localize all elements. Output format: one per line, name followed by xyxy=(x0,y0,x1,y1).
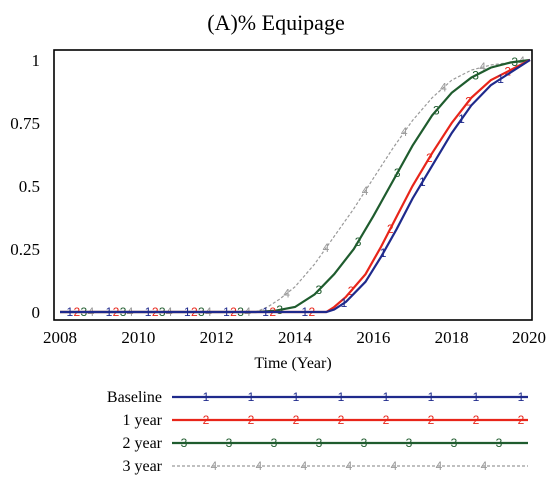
legend-marker: 3 xyxy=(181,436,188,450)
legend-label: 2 year xyxy=(122,435,162,452)
series-marker-3: 3 xyxy=(394,166,401,180)
legend-marker: 1 xyxy=(338,390,345,404)
legend-marker: 3 xyxy=(271,436,278,450)
y-tick-label: 1 xyxy=(32,51,41,70)
legend-label: 3 year xyxy=(122,458,162,475)
series-marker-1: 1 xyxy=(380,246,387,260)
series-marker-1: 1 xyxy=(262,305,269,319)
series-marker-4: 4 xyxy=(440,81,447,95)
series-line-2 xyxy=(60,59,531,314)
y-axis: 0 0.25 0.5 0.75 1 xyxy=(10,51,40,322)
x-tick-label: 2018 xyxy=(435,328,469,347)
legend-label: Baseline xyxy=(107,389,162,406)
legend-marker: 4 xyxy=(256,459,263,473)
series-marker-3: 3 xyxy=(276,303,283,317)
series-marker-1: 1 xyxy=(184,305,191,319)
x-axis-label: Time (Year) xyxy=(254,355,331,372)
x-tick-label: 2012 xyxy=(200,328,234,347)
series-marker-1: 1 xyxy=(341,296,348,310)
series-marker-2: 2 xyxy=(387,222,394,236)
series-marker-1: 1 xyxy=(106,305,113,319)
series-marker-3: 3 xyxy=(433,103,440,117)
series-marker-1: 1 xyxy=(458,112,465,126)
legend-marker: 1 xyxy=(293,390,300,404)
plot-frame xyxy=(53,49,533,321)
legend-marker: 3 xyxy=(226,436,233,450)
legend-marker: 2 xyxy=(383,413,390,427)
y-tick-label: 0.75 xyxy=(10,114,40,133)
series-marker-2: 2 xyxy=(504,64,511,78)
series-line-3 xyxy=(60,58,531,314)
legend-marker: 4 xyxy=(391,459,398,473)
x-tick-label: 2010 xyxy=(121,328,155,347)
series-marker-4: 4 xyxy=(362,184,369,198)
legend-marker: 2 xyxy=(203,413,210,427)
series-marker-1: 1 xyxy=(497,72,504,86)
series-marker-1: 1 xyxy=(66,305,73,319)
y-tick-label: 0.25 xyxy=(10,240,40,259)
series-marker-4: 4 xyxy=(323,241,330,255)
series-marker-4: 4 xyxy=(479,60,486,74)
legend-marker: 4 xyxy=(346,459,353,473)
legend-marker: 4 xyxy=(436,459,443,473)
x-axis: 2008 2010 2012 2014 2016 2018 2020 xyxy=(43,328,546,347)
x-tick-label: 2016 xyxy=(356,328,390,347)
legend-marker: 3 xyxy=(406,436,413,450)
x-tick-label: 2020 xyxy=(512,328,546,347)
series-marker-2: 2 xyxy=(426,151,433,165)
legend-marker: 1 xyxy=(473,390,480,404)
series-line-1 xyxy=(60,59,531,314)
x-tick-label: 2014 xyxy=(278,328,313,347)
y-tick-label: 0.5 xyxy=(19,177,40,196)
legend-marker: 2 xyxy=(518,413,525,427)
series-marker-1: 1 xyxy=(301,305,308,319)
x-tick-label: 2008 xyxy=(43,328,77,347)
legend-marker: 2 xyxy=(428,413,435,427)
legend-marker: 4 xyxy=(481,459,488,473)
chart-title: (A)% Equipage xyxy=(207,10,344,35)
legend-marker: 2 xyxy=(473,413,480,427)
legend-marker: 3 xyxy=(361,436,368,450)
legend-marker: 2 xyxy=(248,413,255,427)
legend-marker: 1 xyxy=(518,390,525,404)
legend-marker: 1 xyxy=(248,390,255,404)
series-marker-3: 3 xyxy=(355,235,362,249)
legend-marker: 4 xyxy=(301,459,308,473)
series-marker-3: 3 xyxy=(511,55,518,69)
series-marker-1: 1 xyxy=(419,175,426,189)
legend-marker: 3 xyxy=(316,436,323,450)
series-line-4 xyxy=(60,59,531,313)
series-marker-2: 2 xyxy=(465,94,472,108)
legend-marker: 2 xyxy=(338,413,345,427)
series-marker-4: 4 xyxy=(283,286,290,300)
series-marker-1: 1 xyxy=(223,305,230,319)
legend-marker: 1 xyxy=(428,390,435,404)
series-marker-1: 1 xyxy=(145,305,152,319)
legend-marker: 1 xyxy=(383,390,390,404)
series-marker-2: 2 xyxy=(348,284,355,298)
legend: Baseline 1 1 1 1 1 1 1 1 1 year 2 2 2 2 2 2 2 2 2 year 3 3 3 3… xyxy=(107,389,528,475)
y-tick-label: 0 xyxy=(32,303,41,322)
legend-marker: 4 xyxy=(211,459,218,473)
legend-marker: 3 xyxy=(496,436,503,450)
legend-marker: 2 xyxy=(293,413,300,427)
series-marker-4: 4 xyxy=(401,125,408,139)
legend-marker: 1 xyxy=(203,390,210,404)
series-marker-3: 3 xyxy=(472,68,479,82)
legend-label: 1 year xyxy=(122,412,162,429)
legend-marker: 3 xyxy=(451,436,458,450)
series-marker-3: 3 xyxy=(316,283,323,297)
